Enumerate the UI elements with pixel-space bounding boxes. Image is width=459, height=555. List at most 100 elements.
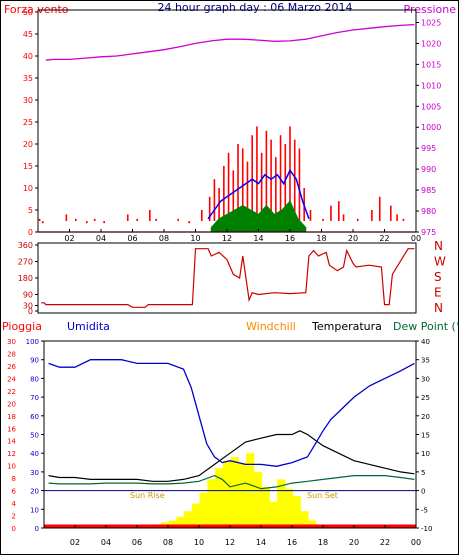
temperature-tick-label: -5: [421, 506, 428, 514]
direction-tick-label: 180: [18, 274, 33, 283]
compass-letter: S: [434, 270, 442, 284]
direction-tick-label: 360: [18, 241, 33, 250]
solar-bar: [292, 496, 301, 528]
temperature-x-tick-label: 16: [287, 538, 297, 547]
humidity-tick-label: 90: [30, 357, 39, 365]
humidity-tick-label: 70: [30, 394, 39, 402]
humidity-tick-label: 30: [30, 469, 39, 477]
low-wind-area: [210, 200, 307, 233]
pressure-tick-label: 1015: [421, 60, 441, 69]
temperature-tick-label: 30: [421, 375, 430, 383]
legend-temperature: Temperatura: [311, 320, 382, 333]
humidity-tick-label: 0: [35, 525, 39, 533]
temperature-tick-label: 35: [421, 357, 430, 365]
rain-tick-label: 18: [7, 413, 16, 421]
pressure-tick-label: 980: [421, 207, 436, 216]
wind-x-tick-label: 02: [64, 234, 74, 243]
pressure-tick-label: 990: [421, 165, 436, 174]
temperature-x-ticks: 02 04 06 08 10 12 14 16 18 20 22 00: [70, 525, 421, 547]
sunset-label: Sun Set: [307, 491, 338, 500]
solar-bar: [222, 460, 232, 528]
legend-dewpoint: Dew Point (°C: [393, 320, 459, 333]
rain-tick-label: 4: [12, 500, 17, 508]
wind-x-tick-label: 12: [222, 234, 232, 243]
temperature-x-tick-label: 04: [101, 538, 111, 547]
wind-tick-label: 45: [23, 30, 33, 39]
wind-tick-label: 35: [23, 74, 33, 83]
pressure-tick-label: 975: [421, 228, 436, 237]
chart-title: 24 hour graph day : 06 Marzo 2014: [157, 1, 352, 14]
rain-axis-label: Pioggia: [2, 320, 42, 333]
temperature-y-ticks: -10 -5 0 5 10 15 20 25 30 35 40: [416, 338, 432, 533]
solar-bar: [277, 479, 286, 528]
humidity-axis-label: Umidita: [67, 320, 110, 333]
rain-tick-label: 10: [7, 463, 16, 471]
direction-tick-label: 270: [18, 258, 33, 267]
humidity-tick-label: 40: [30, 450, 39, 458]
wind-plot-area: [38, 23, 416, 233]
wind-x-tick-label: 14: [253, 234, 263, 243]
compass-letter: E: [434, 286, 442, 300]
rain-tick-label: 16: [7, 425, 16, 433]
direction-plot-area: [41, 248, 415, 308]
temperature-x-tick-label: 08: [163, 538, 173, 547]
solar-bar: [269, 501, 278, 528]
temperature-x-tick-label: 00: [411, 538, 421, 547]
solar-bar: [176, 516, 185, 528]
wind-direction-line: [41, 248, 415, 308]
wind-tick-label: 25: [23, 118, 33, 127]
humidity-tick-label: 10: [30, 506, 39, 514]
wind-x-tick-label: 18: [316, 234, 326, 243]
compass-letter: N: [434, 301, 443, 315]
humidity-tick-label: 60: [30, 413, 39, 421]
pressure-tick-label: 1005: [421, 102, 441, 111]
pressure-tick-label: 1020: [421, 39, 441, 48]
pressure-tick-label: 985: [421, 186, 436, 195]
wind-tick-label: 0: [28, 228, 33, 237]
wind-x-tick-label: 10: [190, 234, 200, 243]
temperature-tick-label: 40: [421, 338, 430, 346]
wind-tick-label: 15: [23, 162, 33, 171]
solar-bar: [191, 503, 201, 528]
temperature-x-tick-label: 02: [70, 538, 80, 547]
solar-bar: [230, 456, 239, 528]
pressure-tick-label: 1010: [421, 81, 441, 90]
temperature-tick-label: 0: [421, 488, 425, 496]
wind-y-ticks: 0 5 10 15 20 25 30 35 40 45 50: [23, 8, 38, 237]
temperature-x-tick-label: 14: [256, 538, 266, 547]
rain-tick-label: 24: [7, 375, 16, 383]
temperature-humidity-panel: Pioggia Umidita Windchill Temperatura De…: [2, 320, 459, 547]
rain-tick-label: 22: [7, 388, 16, 396]
wind-x-ticks: 02 04 06 08 10 12 14 16 18 20 22 00: [64, 229, 421, 243]
direction-tick-label: 30: [23, 302, 33, 311]
temperature-x-tick-label: 10: [194, 538, 204, 547]
pressure-line: [45, 23, 415, 61]
wind-x-tick-label: 08: [159, 234, 169, 243]
solar-bar: [300, 511, 309, 528]
rain-tick-label: 26: [7, 363, 16, 371]
wind-tick-label: 10: [23, 184, 33, 193]
wind-x-tick-label: 16: [285, 234, 295, 243]
wind-x-tick-label: 00: [411, 234, 421, 243]
humidity-line: [48, 359, 415, 467]
temperature-line: [48, 430, 415, 482]
solar-bar: [284, 488, 294, 528]
temperature-x-tick-label: 12: [225, 538, 235, 547]
temperature-x-tick-label: 18: [318, 538, 328, 547]
wind-x-tick-label: 04: [96, 234, 106, 243]
solar-bar: [168, 520, 177, 528]
humidity-tick-label: 50: [30, 432, 39, 440]
wind-x-tick-label: 22: [379, 234, 389, 243]
rain-tick-label: 8: [12, 475, 16, 483]
rain-tick-label: 6: [12, 488, 17, 496]
solar-bar: [184, 511, 193, 528]
rain-tick-label: 28: [7, 350, 16, 358]
wind-pressure-panel: Forza vento 24 hour graph day : 06 Marzo…: [4, 1, 456, 243]
direction-tick-label: 90: [23, 291, 33, 300]
average-wind-line: [207, 168, 310, 220]
dewpoint-line: [48, 474, 415, 490]
solar-bar: [308, 520, 317, 528]
compass-letter: W: [434, 255, 446, 269]
temperature-tick-label: 10: [421, 450, 430, 458]
rain-tick-label: 12: [7, 450, 16, 458]
